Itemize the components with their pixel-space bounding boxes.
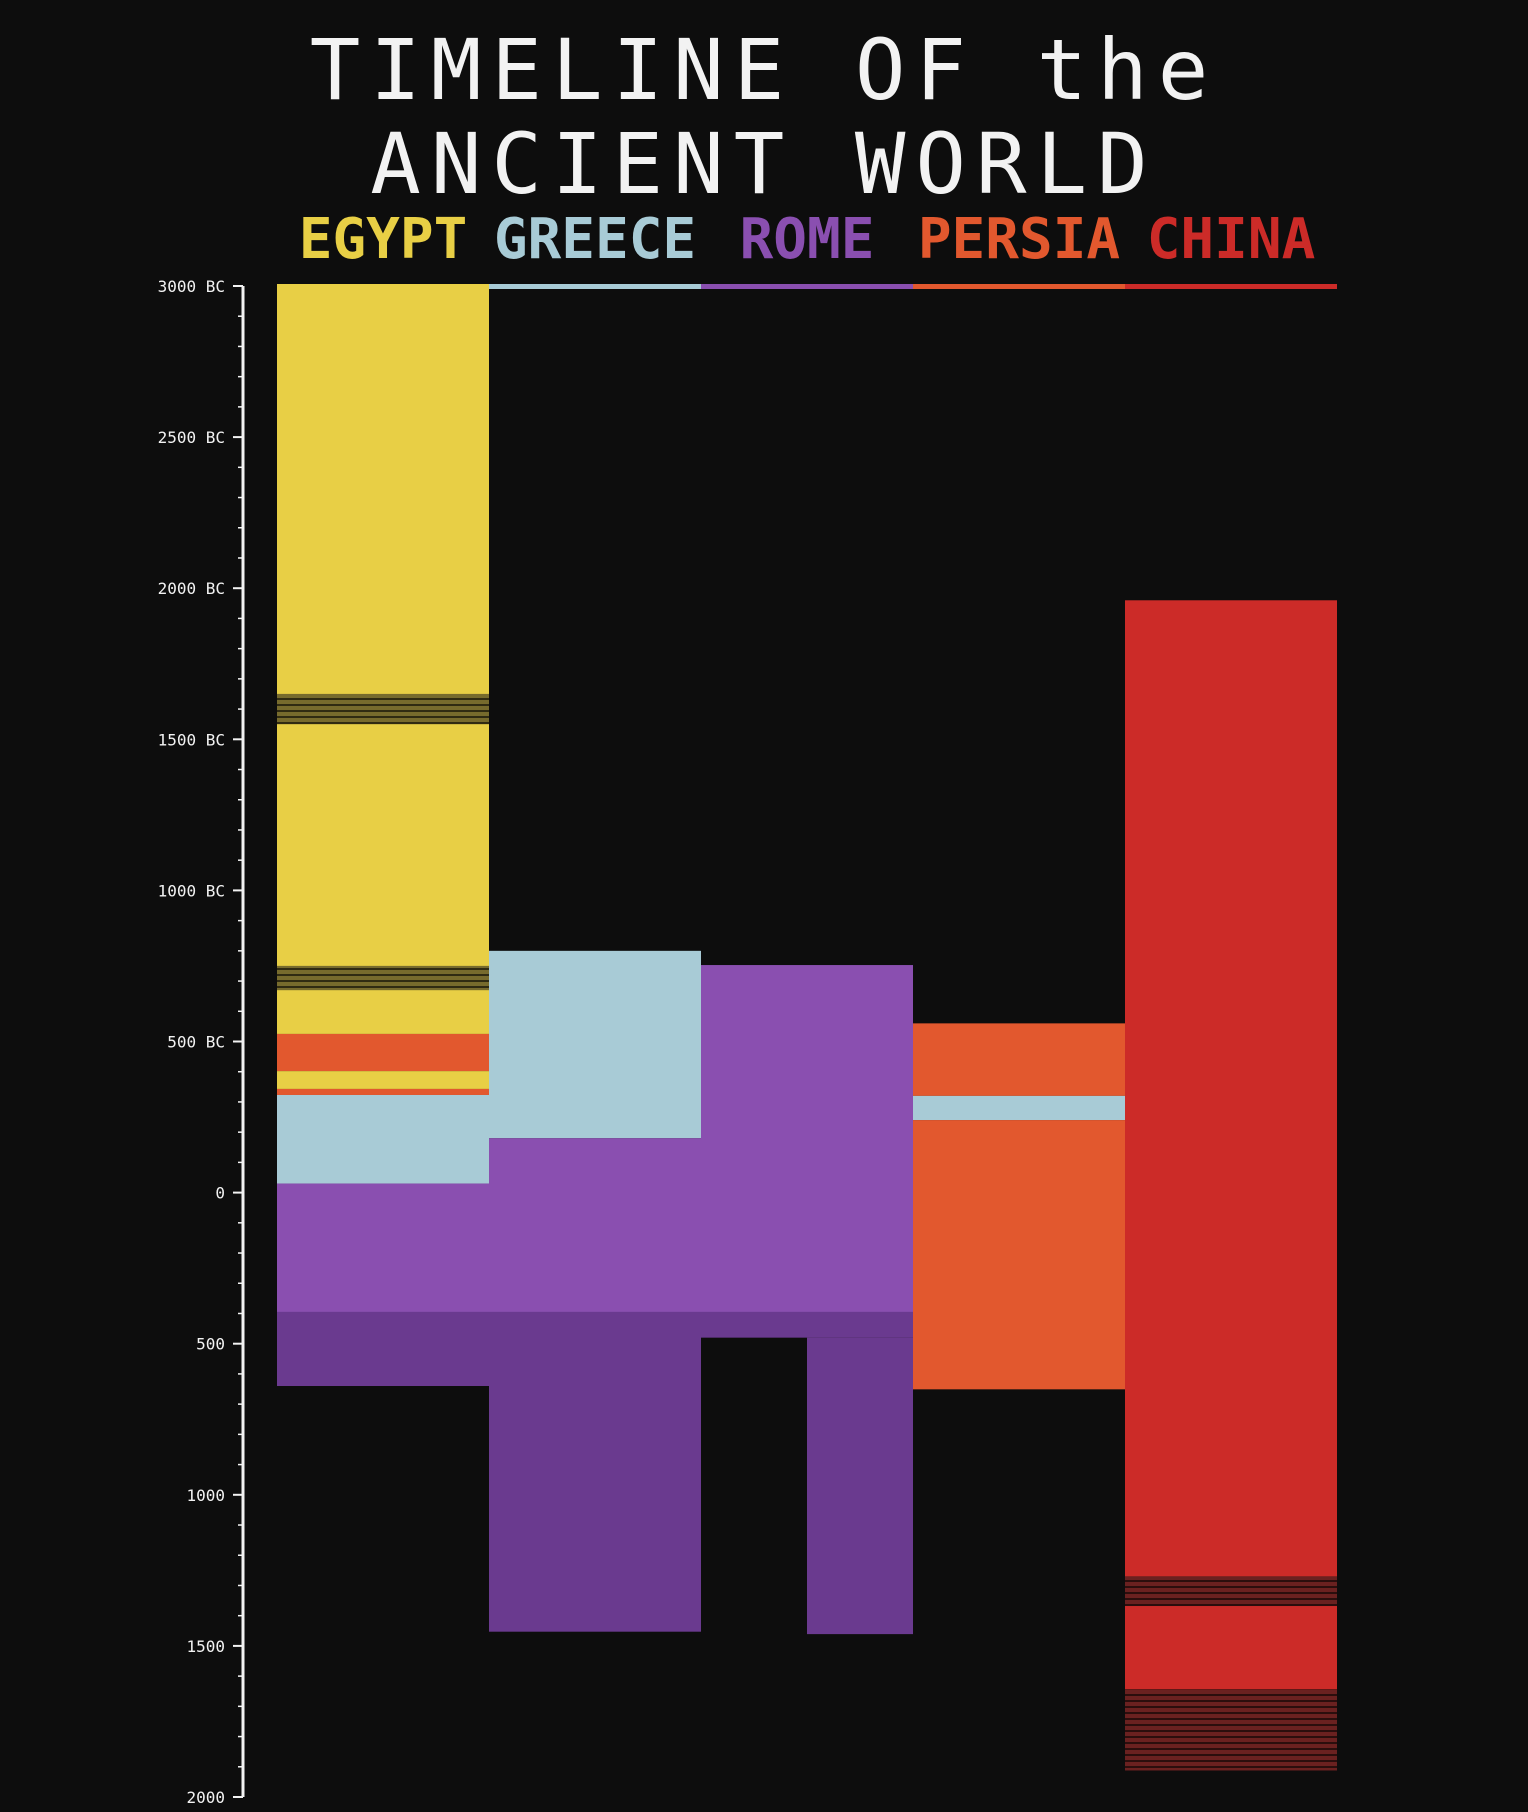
legend-label-persia: PERSIA [917,207,1121,272]
y-tick-label: 1000 BC [158,881,225,900]
y-tick-label: 1000 [186,1486,225,1505]
timeline-block-7 [277,1088,489,1095]
timeline-block-11 [489,950,701,1139]
timeline-block-12 [489,1138,701,1312]
y-tick-label: 2000 BC [158,579,225,598]
legend-underline-persia [913,284,1125,289]
timeline-block-17 [913,1023,1125,1096]
timeline-block-10 [277,1311,489,1387]
legend-label-egypt: EGYPT [298,207,468,272]
legend-underline-china [1125,284,1337,289]
y-tick-label: 2500 BC [158,428,225,447]
legend-label-china: CHINA [1146,207,1316,272]
timeline-block-14 [701,965,913,1312]
timeline-block-0 [277,286,489,694]
timeline-block-18 [913,1095,1125,1121]
timeline-block-9 [277,1183,489,1312]
y-tick-label: 2000 [186,1788,225,1807]
timeline-block-13 [489,1311,701,1632]
y-tick-label: 1500 BC [158,730,225,749]
y-tick-label: 0 [215,1184,225,1203]
y-tick-label: 500 [196,1335,225,1354]
timeline-block-2 [277,724,489,966]
chart-title-line-1: TIMELINE OF the [309,21,1219,119]
timeline-block-hatch-21 [1125,1576,1337,1607]
legend-label-rome: ROME [739,207,875,272]
y-tick-label: 1500 [186,1637,225,1656]
y-tick-label: 3000 BC [158,277,225,296]
timeline-block-5 [277,1033,489,1072]
timeline-block-8 [277,1094,489,1184]
timeline-block-16 [807,1337,913,1635]
timeline-block-4 [277,990,489,1034]
y-tick-label: 500 BC [167,1033,225,1052]
timeline-block-19 [913,1120,1125,1390]
legend-label-greece: GREECE [493,207,697,272]
timeline-block-hatch-1 [277,693,489,725]
timeline-block-22 [1125,1606,1337,1690]
legend-underline-greece [489,284,701,289]
timeline-block-20 [1125,600,1337,1577]
timeline-block-6 [277,1071,489,1089]
timeline-block-hatch-23 [1125,1689,1337,1771]
chart-title-line-2: ANCIENT WORLD [370,115,1158,213]
timeline-block-hatch-3 [277,965,489,991]
legend-underline-rome [701,284,913,289]
timeline-block-15 [701,1311,913,1338]
